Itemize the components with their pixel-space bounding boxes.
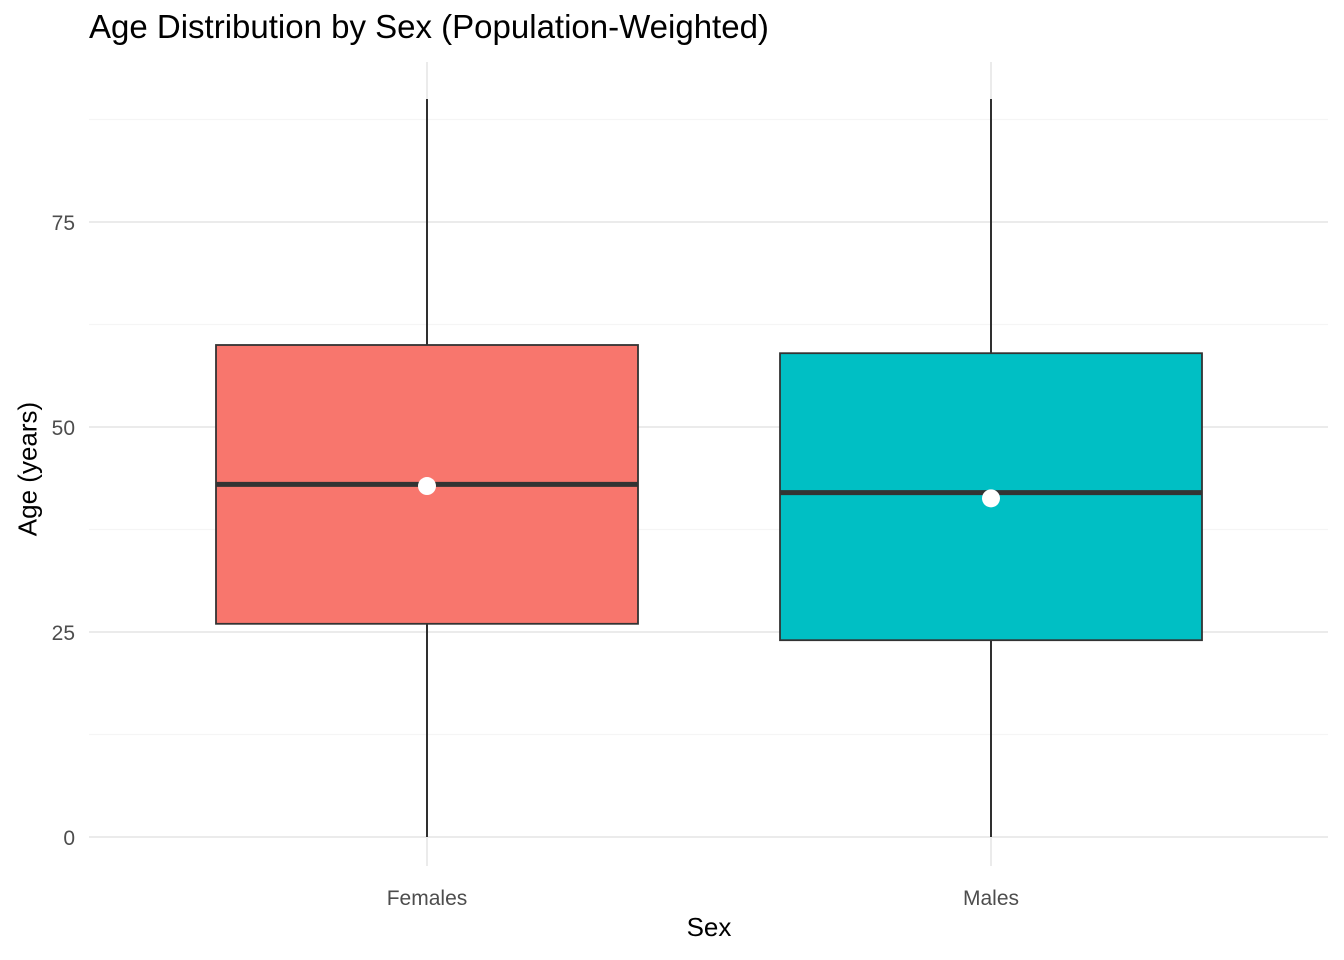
y-tick-label: 50	[52, 417, 75, 440]
x-tick-label: Females	[387, 887, 468, 910]
mean-point	[418, 477, 436, 496]
y-tick-label: 25	[52, 622, 75, 645]
y-tick-label: 75	[52, 212, 75, 235]
x-tick-label: Males	[963, 887, 1019, 910]
y-tick-label: 0	[63, 827, 75, 850]
chart-title: Age Distribution by Sex (Population-Weig…	[89, 8, 769, 45]
mean-point	[982, 489, 1000, 508]
y-axis-title: Age (years)	[12, 401, 43, 537]
x-axis-title: Sex	[686, 912, 732, 942]
